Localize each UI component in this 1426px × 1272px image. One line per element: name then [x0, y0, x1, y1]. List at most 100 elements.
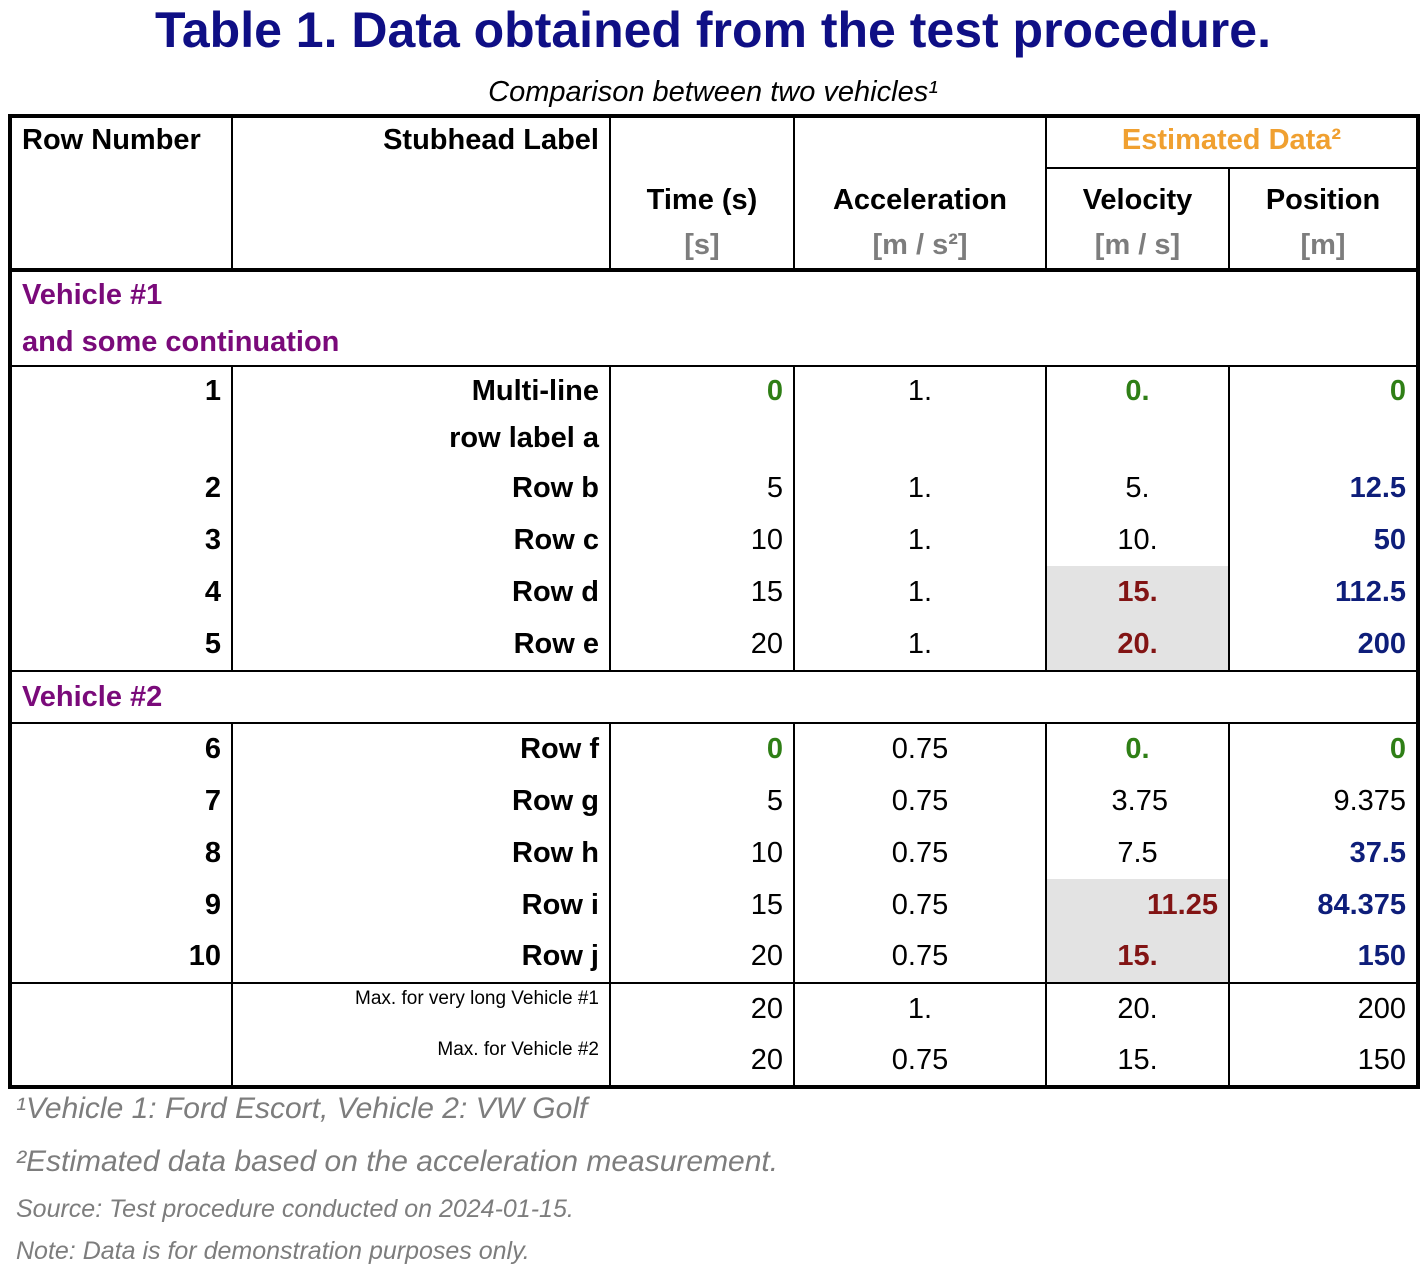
row-label: Row j: [232, 930, 611, 983]
cell-velocity: 0.: [1046, 366, 1230, 415]
unit-position: [m]: [1229, 222, 1419, 273]
summary-acceleration: 1.: [794, 981, 1047, 1035]
row-number: 4: [10, 566, 233, 619]
table-row: 1 Multi-line 0 1. 0. 0: [10, 366, 1418, 415]
cell-position: 9.375: [1333, 784, 1407, 817]
row-number: 3: [10, 514, 233, 567]
cell-time: 5: [610, 774, 795, 827]
cell-acceleration: 1.: [794, 366, 1047, 415]
header-row-number: Row Number: [10, 116, 233, 223]
cell-velocity: 7.5: [1046, 826, 1230, 879]
cell-velocity: 11.25: [1046, 878, 1230, 931]
header-acceleration: Acceleration: [794, 116, 1047, 223]
row-label: Row g: [232, 774, 611, 827]
summary-row: Max. for very long Vehicle #1 20 1. 20. …: [10, 981, 1419, 1035]
footnote-1: ¹Vehicle 1: Ford Escort, Vehicle 2: VW G…: [16, 1092, 588, 1125]
summary-velocity: 20.: [1046, 981, 1230, 1035]
summary-label: Max. for Vehicle #2: [232, 1034, 611, 1087]
summary-position: 150: [1357, 1043, 1407, 1076]
cell-position: 12.5: [1349, 472, 1407, 505]
cell-time: 20: [610, 618, 795, 671]
summary-label: Max. for very long Vehicle #1: [232, 981, 611, 1035]
row-label-continuation: row label a: [232, 414, 611, 463]
row-label: Row h: [232, 826, 611, 879]
table-row: 6 Row f 0 0.75 0. 0: [10, 722, 1418, 775]
table-row: 9 Row i 15 0.75 11.25 84.375: [10, 878, 1418, 931]
cell-time: 15: [610, 878, 795, 931]
table-row: 5 Row e 20 1. 20. 200: [10, 618, 1418, 671]
cell-velocity: 15.: [1046, 566, 1230, 619]
table-row: 4 Row d 15 1. 15. 112.5: [10, 566, 1418, 619]
row-number: 1: [10, 366, 233, 415]
cell-position: 112.5: [1335, 576, 1407, 609]
cell-acceleration: 0.75: [794, 826, 1047, 879]
row-label: Row c: [232, 514, 611, 567]
header-time: Time (s): [610, 116, 795, 223]
cell-acceleration: 0.75: [794, 878, 1047, 931]
row-number: 7: [10, 774, 233, 827]
cell-velocity: 20.: [1046, 618, 1230, 671]
cell-position: 84.375: [1317, 888, 1407, 921]
table-subtitle: Comparison between two vehicles¹: [488, 76, 938, 108]
summary-velocity: 15.: [1046, 1034, 1230, 1087]
cell-velocity: 15.: [1046, 930, 1230, 983]
table-title: Table 1. Data obtained from the test pro…: [155, 2, 1271, 58]
cell-position: 150: [1357, 940, 1407, 973]
cell-time: 5: [610, 462, 795, 515]
cell-time: 10: [610, 826, 795, 879]
row-label: Multi-line: [232, 366, 611, 415]
header-stubhead: Stubhead Label: [232, 116, 611, 223]
table-row-continuation: row label a: [10, 414, 1418, 463]
table-row: 7 Row g 5 0.75 3.75 9.375: [10, 774, 1418, 827]
group-label-vehicle-1-cont: and some continuation: [10, 318, 1419, 368]
cell-acceleration: 0.75: [794, 930, 1047, 983]
unit-acceleration: [m / s²]: [794, 222, 1047, 273]
data-table: Row Number Stubhead Label Time (s) Accel…: [8, 114, 1421, 1089]
cell-time: 10: [610, 514, 795, 567]
cell-time: 0: [610, 366, 795, 415]
summary-position: 200: [1229, 981, 1419, 1035]
row-number: 10: [10, 930, 233, 983]
summary-row: Max. for Vehicle #2 20 0.75 15. 150: [10, 1034, 1418, 1087]
cell-velocity: 5.: [1046, 462, 1230, 515]
cell-time: 20: [610, 930, 795, 983]
cell-position: 37.5: [1349, 836, 1407, 869]
cell-time: 0: [610, 722, 795, 775]
row-number: 2: [10, 462, 233, 515]
cell-velocity: 0.: [1046, 722, 1230, 775]
cell-position: 0: [1389, 733, 1407, 766]
header-position: Position: [1265, 184, 1381, 217]
cell-velocity: 3.75: [1046, 774, 1230, 827]
header-spanner-estimated: Estimated Data²: [1046, 116, 1419, 170]
table-row: 8 Row h 10 0.75 7.5 37.5: [10, 826, 1418, 879]
unit-time: [s]: [610, 222, 795, 273]
cell-acceleration: 1.: [794, 514, 1047, 567]
table-row: 3 Row c 10 1. 10. 50: [10, 514, 1418, 567]
row-label: Row e: [232, 618, 611, 671]
group-label-vehicle-2: Vehicle #2: [10, 669, 1419, 724]
cell-acceleration: 0.75: [794, 722, 1047, 775]
cell-acceleration: 1.: [794, 618, 1047, 671]
summary-time: 20: [610, 1034, 795, 1087]
row-number: 9: [10, 878, 233, 931]
summary-acceleration: 0.75: [794, 1034, 1047, 1087]
source-note: Source: Test procedure conducted on 2024…: [16, 1195, 574, 1223]
cell-position: 50: [1373, 524, 1407, 557]
row-number: 8: [10, 826, 233, 879]
cell-time: 15: [610, 566, 795, 619]
header-velocity: Velocity: [1046, 168, 1230, 223]
summary-time: 20: [610, 981, 795, 1035]
row-number: 5: [10, 618, 233, 671]
table-row: 2 Row b 5 1. 5. 12.5: [10, 462, 1418, 515]
row-label: Row b: [232, 462, 611, 515]
footnote-2: ²Estimated data based on the acceleratio…: [16, 1145, 779, 1178]
cell-acceleration: 0.75: [794, 774, 1047, 827]
unit-velocity: [m / s]: [1046, 222, 1230, 273]
cell-acceleration: 1.: [794, 566, 1047, 619]
cell-position: 0: [1389, 374, 1407, 407]
disclaimer-note: Note: Data is for demonstration purposes…: [16, 1237, 530, 1265]
row-number: 6: [10, 722, 233, 775]
cell-velocity: 10.: [1046, 514, 1230, 567]
row-label: Row f: [232, 722, 611, 775]
table-row: 10 Row j 20 0.75 15. 150: [10, 930, 1418, 983]
